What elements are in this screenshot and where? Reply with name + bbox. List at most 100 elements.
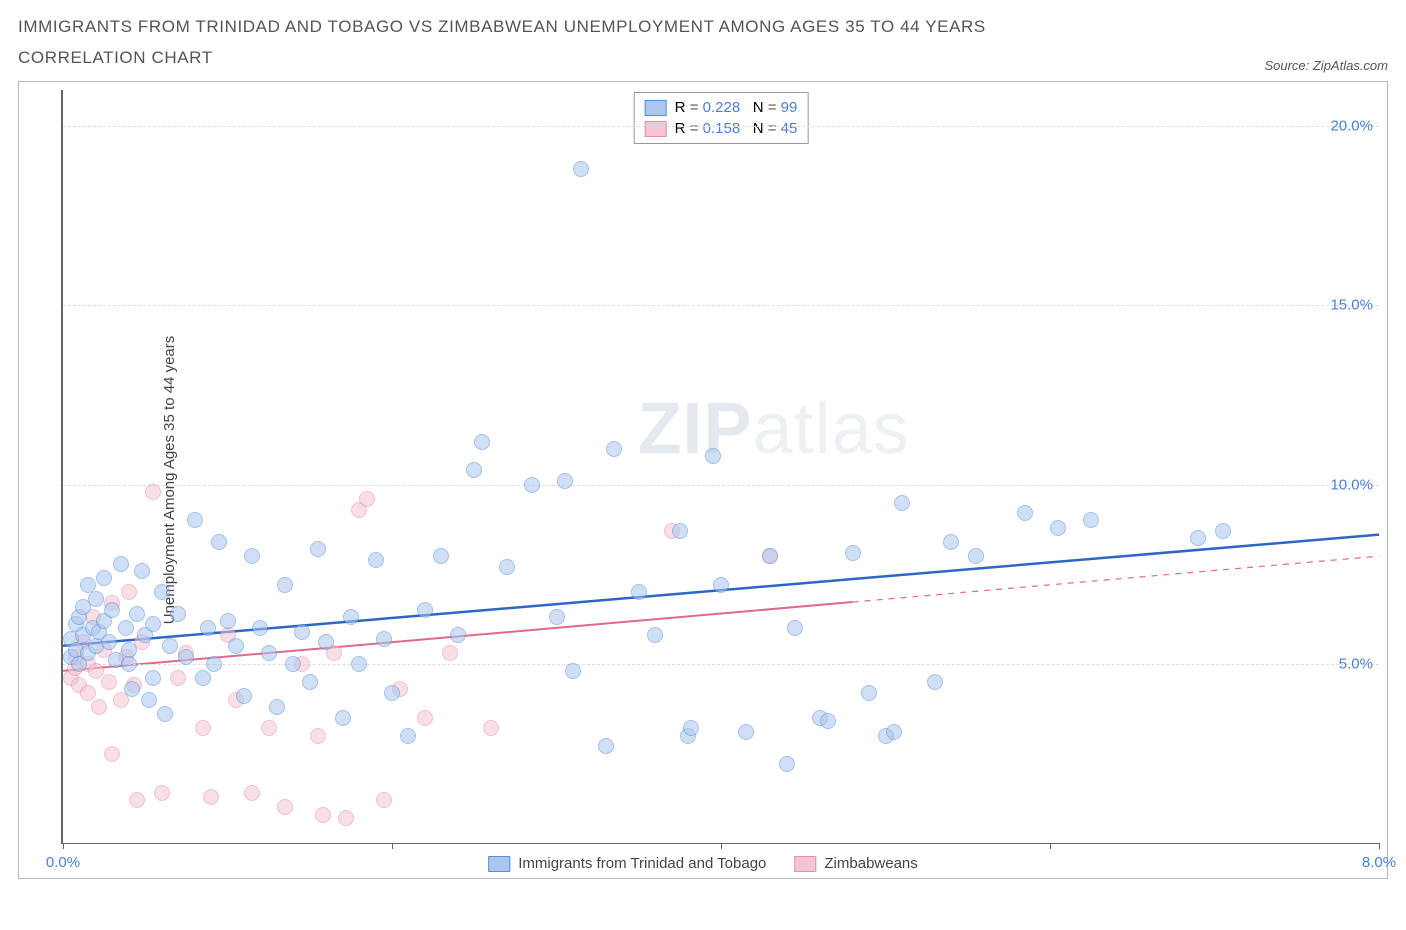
data-point [228,638,244,654]
data-point [557,473,573,489]
data-point [104,602,120,618]
data-point [154,785,170,801]
data-point [88,591,104,607]
data-point [145,616,161,632]
data-point [483,720,499,736]
data-point [318,634,334,650]
data-point [195,670,211,686]
data-point [894,495,910,511]
legend-stats-row-b: R = 0.158 N = 45 [645,118,798,139]
data-point [315,807,331,823]
data-point [170,606,186,622]
legend-item-b: Zimbabweans [794,855,917,872]
data-point [968,548,984,564]
source-attribution: Source: ZipAtlas.com [1264,58,1388,73]
data-point [261,720,277,736]
x-tick [1379,843,1380,849]
legend-stats: R = 0.228 N = 99 R = 0.158 N = 45 [634,92,809,144]
data-point [417,602,433,618]
data-point [154,584,170,600]
data-point [310,728,326,744]
data-point [157,706,173,722]
data-point [80,685,96,701]
plot-area: ZIPatlas R = 0.228 N = 99 R = 0.158 N = … [61,90,1379,844]
data-point [474,434,490,450]
data-point [236,688,252,704]
data-point [220,613,236,629]
data-point [170,670,186,686]
data-point [359,491,375,507]
y-tick-label: 5.0% [1339,655,1373,672]
data-point [417,710,433,726]
data-point [294,624,310,640]
data-point [606,441,622,457]
data-point [195,720,211,736]
data-point [124,681,140,697]
data-point [384,685,400,701]
data-point [96,570,112,586]
data-point [631,584,647,600]
data-point [310,541,326,557]
y-tick-label: 15.0% [1330,297,1373,314]
data-point [762,548,778,564]
data-point [269,699,285,715]
data-point [244,785,260,801]
data-point [285,656,301,672]
legend-label-a: Immigrants from Trinidad and Tobago [518,855,766,872]
data-point [713,577,729,593]
data-point [376,792,392,808]
x-tick [721,843,722,849]
swatch-a [645,100,667,116]
x-tick-label: 8.0% [1362,854,1396,871]
data-point [129,606,145,622]
data-point [400,728,416,744]
data-point [787,620,803,636]
data-point [433,548,449,564]
data-point [252,620,268,636]
data-point [351,656,367,672]
data-point [1050,520,1066,536]
data-point [886,724,902,740]
data-point [499,559,515,575]
data-point [302,674,318,690]
data-point [861,685,877,701]
data-point [442,645,458,661]
data-point [178,649,194,665]
data-point [101,634,117,650]
data-point [573,161,589,177]
data-point [549,609,565,625]
data-point [118,620,134,636]
legend-label-b: Zimbabweans [824,855,917,872]
data-point [779,756,795,772]
data-point [101,674,117,690]
data-point [705,448,721,464]
gridline-h [63,664,1379,665]
data-point [206,656,222,672]
data-point [565,663,581,679]
y-tick-label: 20.0% [1330,118,1373,135]
gridline-h [63,305,1379,306]
data-point [134,563,150,579]
data-point [943,534,959,550]
data-point [145,484,161,500]
data-point [524,477,540,493]
swatch-a-icon [488,856,510,872]
data-point [450,627,466,643]
data-point [376,631,392,647]
legend-series: Immigrants from Trinidad and Tobago Zimb… [488,855,918,872]
gridline-h [63,126,1379,127]
data-point [141,692,157,708]
data-point [672,523,688,539]
chart-title: IMMIGRANTS FROM TRINIDAD AND TOBAGO VS Z… [18,12,1118,73]
legend-stats-row-a: R = 0.228 N = 99 [645,97,798,118]
data-point [335,710,351,726]
data-point [203,789,219,805]
data-point [683,720,699,736]
x-tick [392,843,393,849]
data-point [211,534,227,550]
data-point [1215,523,1231,539]
data-point [598,738,614,754]
chart-container: Unemployment Among Ages 35 to 44 years Z… [18,81,1388,879]
data-point [162,638,178,654]
y-tick-label: 10.0% [1330,476,1373,493]
